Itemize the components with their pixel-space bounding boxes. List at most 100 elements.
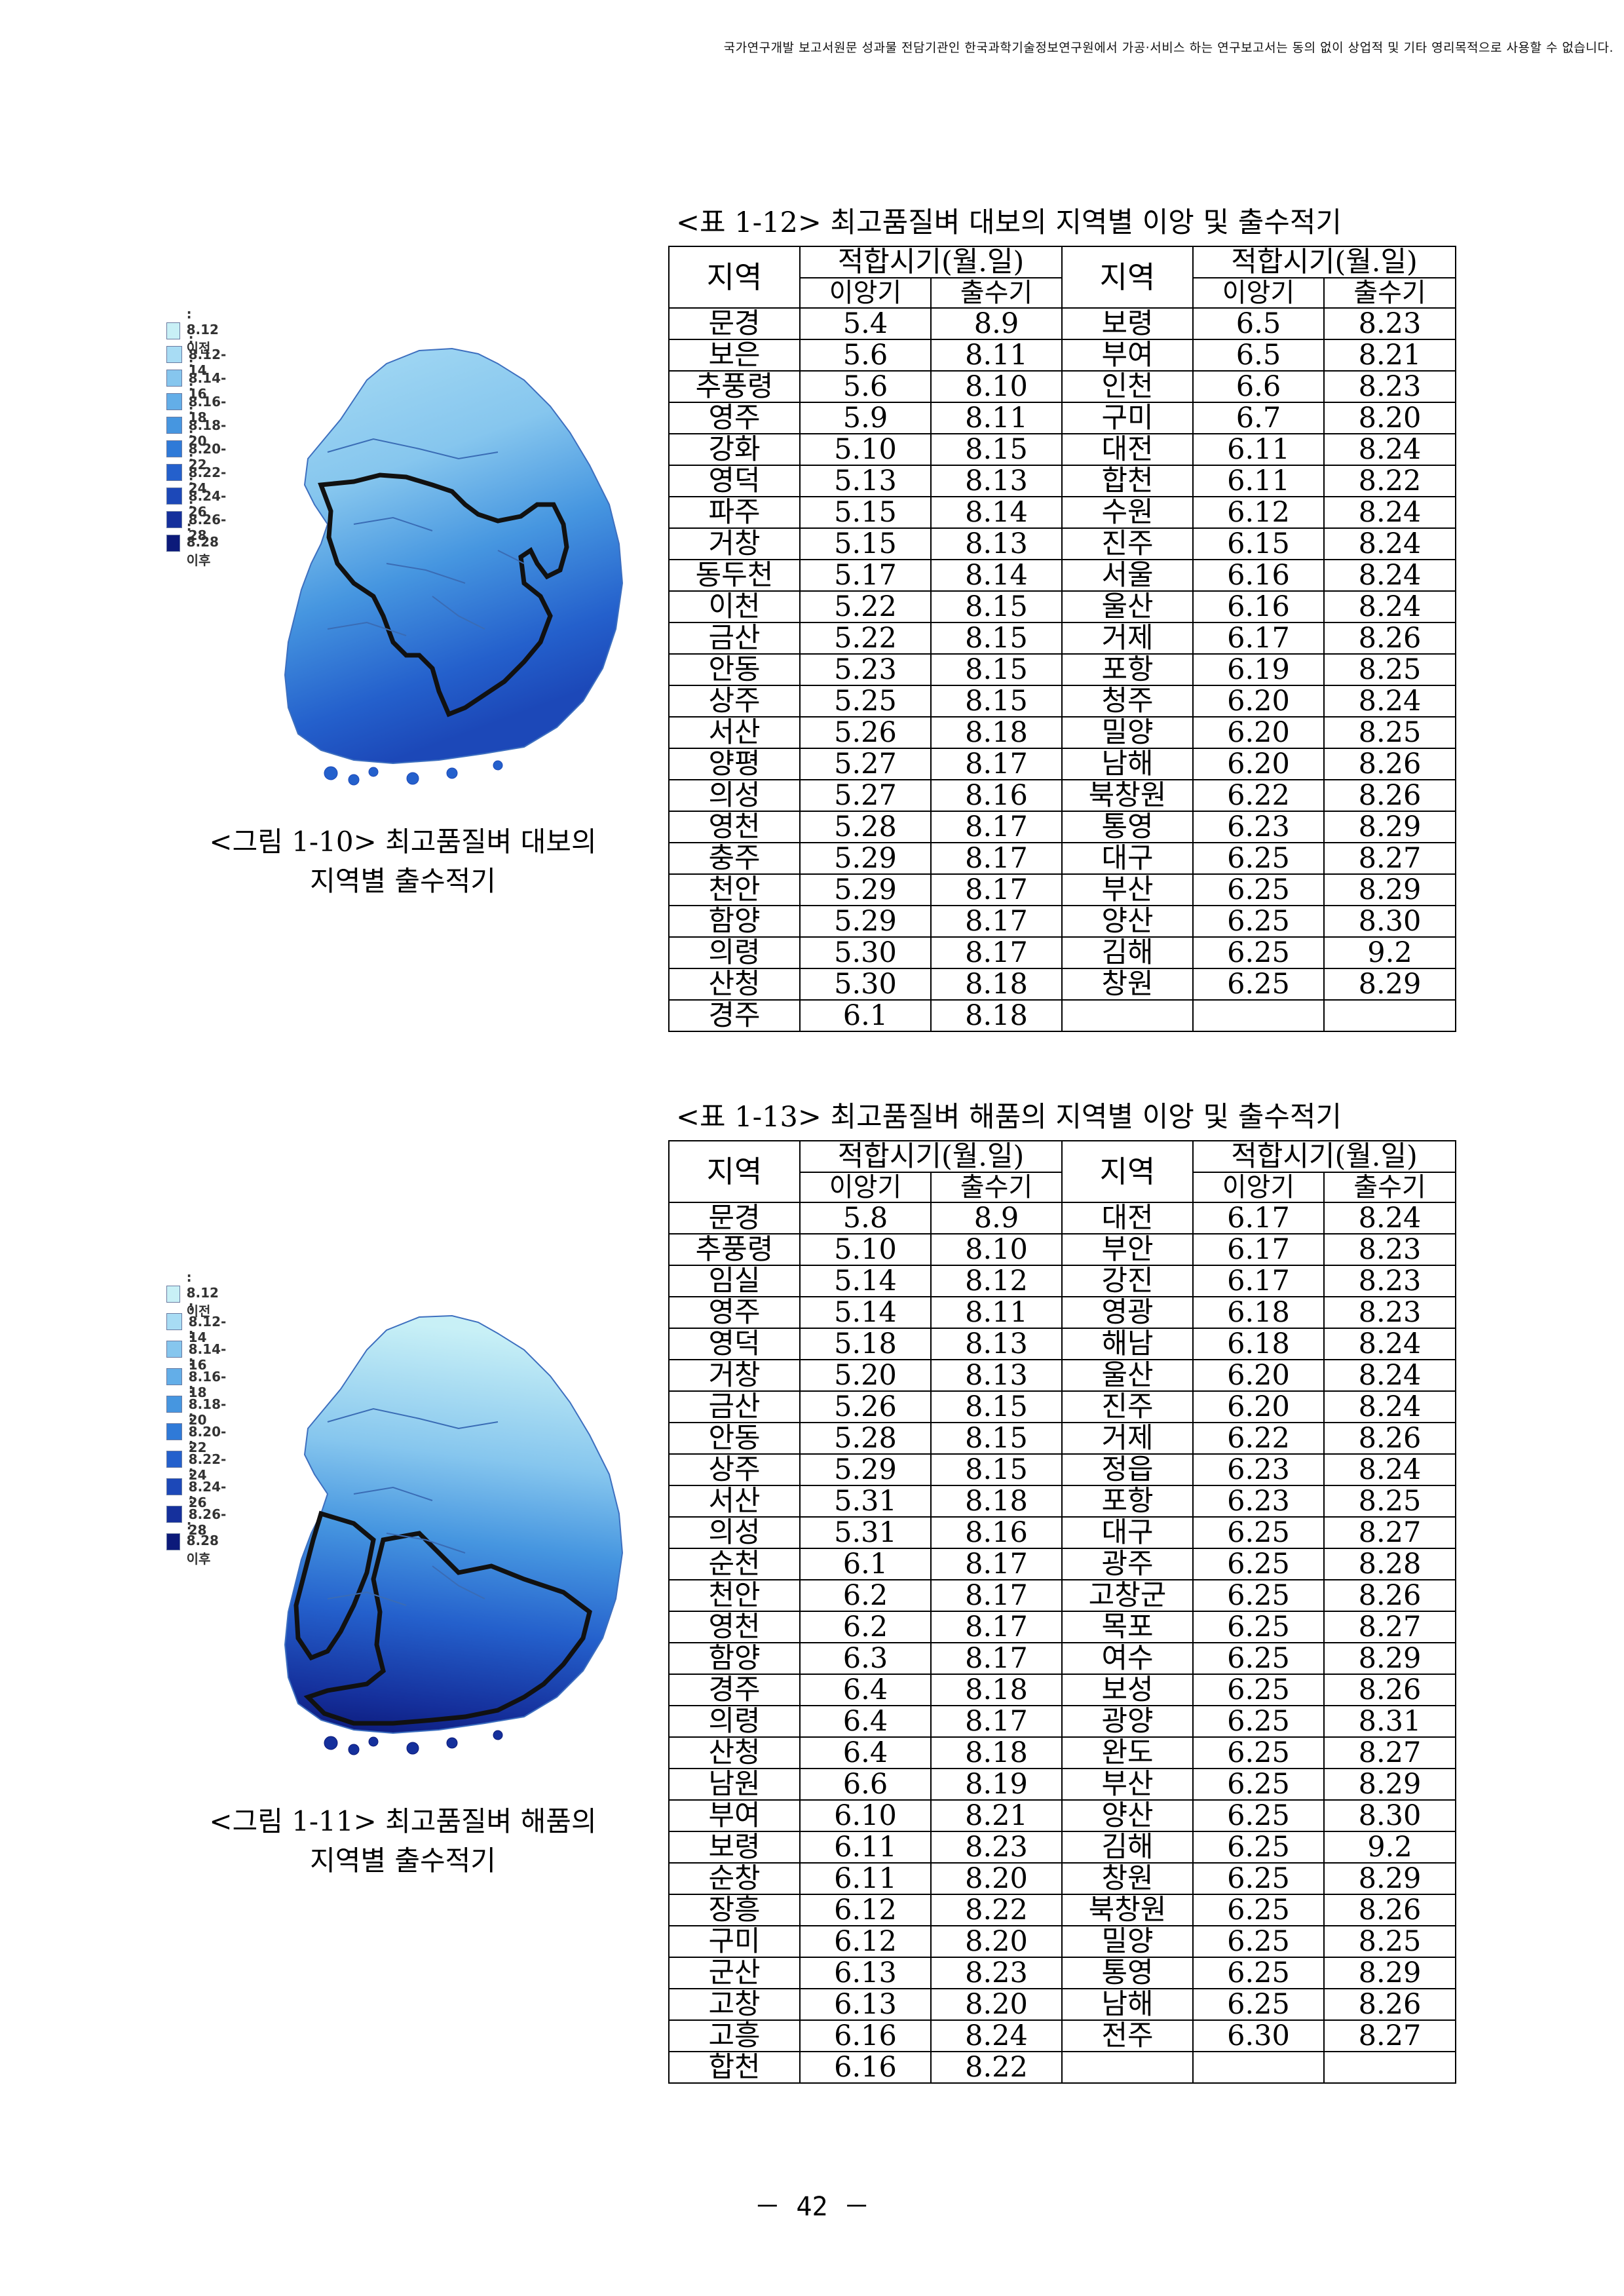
transplant-cell: 5.9: [799, 402, 932, 434]
heading-cell: 8.17: [930, 1548, 1063, 1580]
heading-cell: 8.24: [1323, 559, 1456, 592]
heading-cell: 8.17: [930, 748, 1063, 780]
legend-label: : 8.20-22: [188, 1408, 227, 1455]
region-cell: 문경: [668, 1202, 801, 1234]
heading-cell: 8.15: [930, 685, 1063, 718]
region-cell: 상주: [668, 1453, 801, 1486]
heading-cell: 8.26: [1323, 1894, 1456, 1926]
table-row: 금산 5.22 8.15 거제 6.17 8.26: [668, 622, 1456, 655]
table-row: 순창 6.11 8.20 창원 6.25 8.29: [668, 1862, 1456, 1895]
heading-cell: 8.10: [930, 370, 1063, 403]
region-cell: 산청: [668, 968, 801, 1001]
table-title: <표 1-12> 최고품질벼 대보의 지역별 이앙 및 출수적기: [676, 206, 1342, 239]
transplant-cell: 6.12: [1192, 496, 1325, 529]
caption-line: 지역별 출수적기: [310, 1845, 496, 1877]
table-row: 부여 6.10 8.21 양산 6.25 8.30: [668, 1799, 1456, 1832]
table-row: 강화 5.10 8.15 대전 6.11 8.24: [668, 433, 1456, 466]
header-region: 지역: [668, 246, 801, 309]
region-cell: [1061, 2051, 1194, 2084]
table-row: 문경 5.4 8.9 보령 6.5 8.23: [668, 307, 1456, 340]
region-cell: 부여: [668, 1799, 801, 1832]
transplant-cell: 6.20: [1192, 748, 1325, 780]
region-cell: 고창: [668, 1988, 801, 2021]
transplant-cell: 6.25: [1192, 1674, 1325, 1706]
header-period: 적합시기(월.일): [1192, 1140, 1456, 1173]
region-cell: 추풍령: [668, 370, 801, 403]
transplant-cell: 6.13: [799, 1988, 932, 2021]
korea-peninsula-shape: [284, 1314, 624, 1734]
header-period: 적합시기(월.일): [1192, 246, 1456, 278]
heading-cell: 8.17: [930, 905, 1063, 938]
heading-cell: 8.13: [930, 1328, 1063, 1360]
transplant-cell: 5.31: [799, 1485, 932, 1518]
transplant-cell: 6.23: [1192, 1485, 1325, 1518]
heading-cell: 8.18: [930, 968, 1063, 1001]
region-cell: 함양: [668, 1642, 801, 1675]
transplant-cell: 5.15: [799, 527, 932, 560]
transplant-cell: 5.14: [799, 1296, 932, 1329]
region-cell: 대전: [1061, 433, 1194, 466]
heading-cell: 8.23: [1323, 370, 1456, 403]
transplant-cell: 6.25: [1192, 905, 1325, 938]
heading-cell: 8.11: [930, 402, 1063, 434]
legend-item: : 8.12 이전: [166, 306, 227, 356]
table-haepum: 지역 적합시기(월.일) 지역 적합시기(월.일) 이앙기 출수기 이앙기 출수…: [668, 1140, 1456, 2084]
heading-cell: 8.18: [930, 1485, 1063, 1518]
region-cell: 보령: [1061, 307, 1194, 340]
legend-label: : 8.12 이전: [186, 305, 219, 356]
region-cell: 서울: [1061, 559, 1194, 592]
legend-label: : 8.22-24: [188, 1436, 227, 1483]
transplant-cell: 6.25: [1192, 1799, 1325, 1832]
region-cell: 수원: [1061, 496, 1194, 529]
table-row: 상주 5.29 8.15 정읍 6.23 8.24: [668, 1453, 1456, 1486]
transplant-cell: 6.17: [1192, 1233, 1325, 1266]
heading-cell: 8.14: [930, 559, 1063, 592]
region-cell: 부여: [1061, 339, 1194, 372]
header-heading: 출수기: [930, 277, 1063, 309]
region-cell: 파주: [668, 496, 801, 529]
header-period: 적합시기(월.일): [799, 246, 1063, 278]
region-cell: 안동: [668, 653, 801, 686]
region-cell: 금산: [668, 622, 801, 655]
heading-cell: 8.27: [1323, 2019, 1456, 2052]
transplant-cell: 6.15: [1192, 527, 1325, 560]
table-header-row: 지역 적합시기(월.일) 지역 적합시기(월.일): [668, 246, 1456, 309]
legend-label: : 8.28 이후: [186, 518, 219, 568]
heading-cell: 8.15: [930, 653, 1063, 686]
table-row: 안동 5.23 8.15 포항 6.19 8.25: [668, 653, 1456, 686]
table-title: <표 1-13> 최고품질벼 해품의 지역별 이앙 및 출수적기: [676, 1101, 1342, 1134]
heading-cell: 8.13: [930, 465, 1063, 497]
heading-cell: 8.25: [1323, 653, 1456, 686]
table-row: 영주 5.14 8.11 영광 6.18 8.23: [668, 1296, 1456, 1329]
table-row: 동두천 5.17 8.14 서울 6.16 8.24: [668, 559, 1456, 592]
heading-cell: 8.17: [930, 936, 1063, 969]
legend-item: : 8.22-24: [166, 1436, 233, 1483]
table-header-row: 지역 적합시기(월.일) 지역 적합시기(월.일): [668, 1140, 1456, 1203]
district-boundaries: [327, 1407, 499, 1606]
heading-cell: 8.26: [1323, 1988, 1456, 2021]
legend-label: : 8.26-28: [188, 1491, 227, 1538]
transplant-cell: 5.28: [799, 1422, 932, 1455]
transplant-cell: 6.16: [1192, 559, 1325, 592]
region-cell: 청주: [1061, 685, 1194, 718]
transplant-cell: 5.20: [799, 1359, 932, 1392]
heading-cell: 8.24: [1323, 685, 1456, 718]
transplant-cell: 6.16: [799, 2019, 932, 2052]
table-row: 의령 6.4 8.17 광양 6.25 8.31: [668, 1705, 1456, 1738]
table-row: 순천 6.1 8.17 광주 6.25 8.28: [668, 1548, 1456, 1580]
region-cell: 보은: [668, 339, 801, 372]
heading-cell: 8.16: [930, 1516, 1063, 1549]
heading-cell: 8.27: [1323, 1611, 1456, 1643]
header-region: 지역: [1061, 246, 1194, 309]
heading-cell: 8.15: [930, 590, 1063, 623]
table-row: 거창 5.15 8.13 진주 6.15 8.24: [668, 527, 1456, 560]
table-row: 금산 5.26 8.15 진주 6.20 8.24: [668, 1390, 1456, 1423]
legend-label: : 8.14-16: [188, 1326, 227, 1373]
transplant-cell: 5.31: [799, 1516, 932, 1549]
heading-cell: 8.20: [1323, 402, 1456, 434]
region-cell: 의성: [668, 779, 801, 812]
legend-label: : 8.16-18: [188, 1353, 227, 1400]
heading-cell: 8.29: [1323, 873, 1456, 906]
transplant-cell: 6.7: [1192, 402, 1325, 434]
transplant-cell: 6.23: [1192, 1453, 1325, 1486]
